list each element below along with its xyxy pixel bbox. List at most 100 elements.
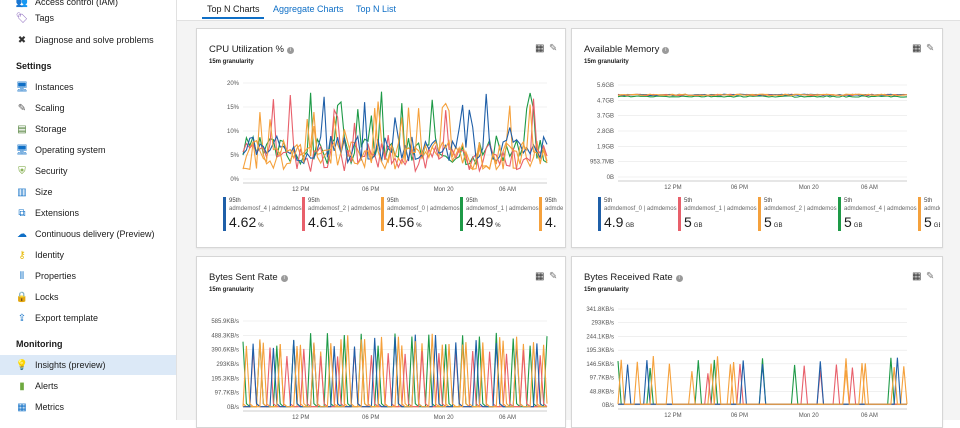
monitor-icon: 🖥 (15, 81, 29, 93)
scaling-icon: ✎ (17, 102, 27, 114)
series-line-1 (617, 95, 908, 98)
x-tick-label: 06 PM (731, 413, 748, 419)
grid-view-icon[interactable]: ▦ (535, 271, 545, 282)
legend-item[interactable]: 95th admdemosf_0 | admdemos 4.56% (381, 197, 460, 237)
info-icon[interactable]: i (286, 47, 294, 54)
y-tick-label: 97.7KB/s (590, 376, 614, 382)
tab-top-n-charts[interactable]: Top N Charts (207, 4, 260, 14)
sidebar-item-identity[interactable]: ⚷ Identity (0, 245, 176, 265)
sidebar-item-label: Storage (35, 124, 67, 134)
sidebar-item-size[interactable]: ▥ Size (0, 182, 176, 202)
sidebar-item-extensions[interactable]: ⧉ Extensions (0, 203, 176, 223)
grid-view-icon[interactable]: ▦ (912, 271, 922, 282)
y-tick-label: 0B (607, 175, 614, 181)
legend-item[interactable]: 5th admdemosf_0 | admdemos 4.9 GB (598, 197, 677, 237)
legend-value-number: 5 (764, 214, 772, 230)
sidebar-item-label: Operating system (35, 145, 106, 155)
legend-value-unit: GB (773, 223, 783, 229)
size-icon: ▥ (17, 186, 27, 198)
legend-item[interactable]: 95th admdemosf_1 | admdemos 4.49% (460, 197, 539, 237)
bytes-received-rate-chart: 341.8KB/s 293KB/s 244.1KB/s 195.3KB/s 146.5K… (586, 307, 908, 419)
legend-item[interactable]: 95th admdemosf_2 | admdemos 4.61% (302, 197, 381, 237)
legend-stat: 5th (844, 198, 853, 204)
sidebar-item-label: Export template (35, 313, 99, 323)
sidebar-item-storage[interactable]: ▤ Storage (0, 119, 176, 139)
y-tick-label: 2.8GB (597, 129, 614, 135)
y-tick-label: 244.1KB/s (586, 334, 614, 340)
legend-series-name: admdemosf_2 | admdemos (308, 206, 381, 212)
grid-view-icon[interactable]: ▦ (912, 43, 922, 54)
card-title-text: Bytes Sent Rate (209, 272, 278, 283)
x-tick-label: 06 AM (861, 413, 878, 419)
y-tick-label: 15% (227, 105, 240, 111)
x-tick-label: 12 PM (292, 415, 309, 421)
legend-value-unit: GB (693, 223, 703, 229)
y-tick-label: 293KB/s (216, 362, 239, 368)
info-icon[interactable]: i (675, 275, 683, 282)
legend-series-name: admdemosf_0 | admdemos (604, 206, 677, 212)
sidebar-item-operating-system[interactable]: 🖥 Operating system (0, 140, 176, 160)
sidebar-item-instances[interactable]: 🖥 Instances (0, 77, 176, 97)
pin-icon[interactable]: ✎ (549, 271, 558, 282)
sidebar-item-export-template[interactable]: ⇪ Export template (0, 308, 176, 328)
legend-value: 4.61% (308, 214, 343, 230)
resource-menu: 👥 Access control (IAM) 🏷 Tags ✖ Diagnose and … (0, 0, 177, 420)
legend-series-name: admdemosf_4 | admdemos (844, 206, 917, 212)
x-tick-label: 12 PM (664, 185, 681, 191)
series-line-5 (242, 104, 548, 171)
sidebar-item-metrics[interactable]: ▦ Metrics (0, 397, 176, 417)
grid-view-icon[interactable]: ▦ (535, 43, 545, 54)
pin-icon[interactable]: ✎ (926, 43, 935, 54)
sidebar-item-continuous-delivery-preview[interactable]: ☁ Continuous delivery (Preview) (0, 224, 176, 244)
sidebar-item-properties[interactable]: ⦀ Properties (0, 266, 176, 286)
legend-swatch (598, 197, 601, 231)
sidebar-item-label: Continuous delivery (Preview) (35, 229, 155, 239)
legend-item[interactable]: 95th admdemosf_3 4. (539, 197, 563, 237)
y-tick-label: 488.3KB/s (211, 333, 239, 339)
y-tick-label: 3.7GB (597, 114, 614, 120)
card-title-text: CPU Utilization % (209, 44, 284, 55)
bytes-received-rate-card: Bytes Received Rate i 15m granularity ▦ ✎ 341… (571, 256, 943, 428)
sidebar-item-label: Instances (35, 82, 74, 92)
card-title: Bytes Sent Rate i (209, 272, 288, 283)
sidebar-item-tags[interactable]: 🏷 Tags (0, 8, 176, 28)
y-tick-label: 585.9KB/s (211, 319, 239, 325)
legend-stat: 95th (387, 198, 399, 204)
pin-icon[interactable]: ✎ (549, 43, 558, 54)
sidebar-item-diagnose-and-solve-problems[interactable]: ✖ Diagnose and solve problems (0, 30, 176, 50)
info-icon[interactable]: i (662, 47, 670, 54)
legend-stat: 95th (545, 198, 557, 204)
sidebar-item-scaling[interactable]: ✎ Scaling (0, 98, 176, 118)
legend-stat: 95th (308, 198, 320, 204)
legend-series-name: admdemosf_1 | admdemos (684, 206, 757, 212)
legend-item[interactable]: 95th admdemosf_4 | admdemos 4.62% (223, 197, 302, 237)
sidebar-item-access-control-iam[interactable]: 👥 Access control (IAM) (0, 0, 176, 12)
x-tick-label: 06 AM (861, 185, 878, 191)
card-title: Bytes Received Rate i (584, 272, 683, 283)
legend-swatch (918, 197, 921, 231)
tab-top-n-list[interactable]: Top N List (356, 4, 397, 14)
tab-aggregate-charts[interactable]: Aggregate Charts (273, 4, 344, 14)
pin-icon[interactable]: ✎ (926, 271, 935, 282)
legend-item[interactable]: 5th admdemosf_1 | admdemos 5 GB (678, 197, 757, 237)
y-tick-label: 97.7KB/s (215, 391, 239, 397)
y-tick-label: 5.6GB (597, 83, 614, 89)
sidebar-item-locks[interactable]: 🔒 Locks (0, 287, 176, 307)
legend-swatch (758, 197, 761, 231)
granularity-label: 15m granularity (584, 59, 629, 65)
legend-item[interactable]: 5th admdemosf_4 | admdemos 5 GB (838, 197, 917, 237)
sidebar-item-security[interactable]: ⛨ Security (0, 161, 176, 181)
series-line-5 (242, 333, 547, 408)
granularity-label: 15m granularity (584, 287, 629, 293)
sidebar-item-label: Locks (35, 292, 59, 302)
info-icon[interactable]: i (280, 275, 288, 282)
legend-item[interactable]: 5th admdemosf_3 | admdemos 5GB (918, 197, 940, 237)
legend-value-number: 5 (684, 214, 692, 230)
legend-item[interactable]: 5th admdemosf_2 | admdemos 5 GB (758, 197, 837, 237)
sidebar-item-insights-preview[interactable]: 💡 Insights (preview) (0, 355, 176, 375)
card-title: Available Memory i (584, 44, 670, 55)
sidebar-item-alerts[interactable]: ▮ Alerts (0, 376, 176, 396)
wrench-icon: ✖ (17, 34, 27, 46)
